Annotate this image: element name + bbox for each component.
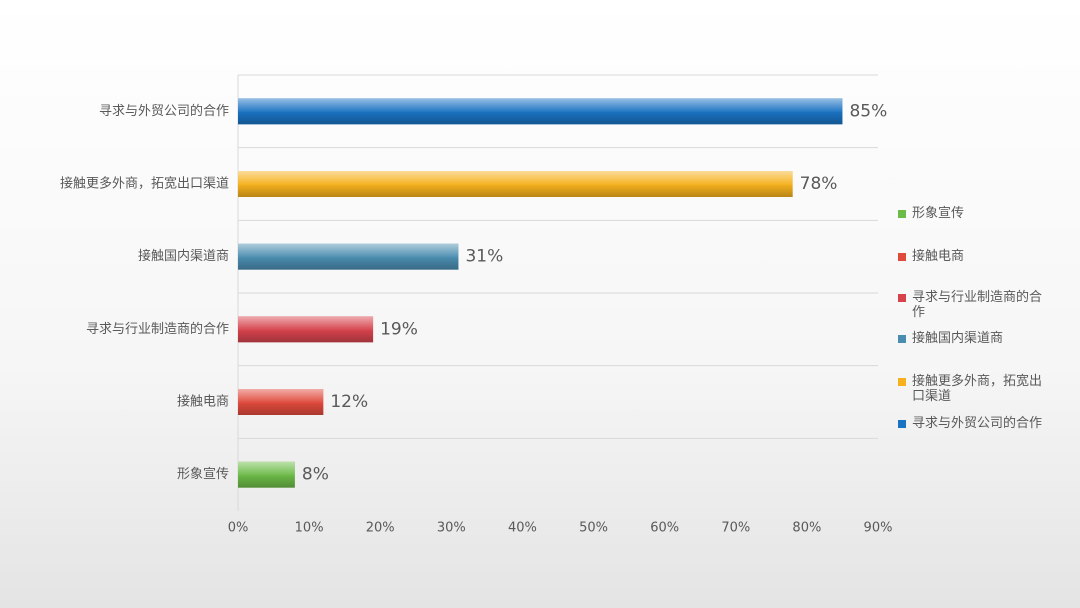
value-label: 12% — [330, 392, 368, 412]
value-label: 8% — [302, 465, 329, 485]
legend-item: 接触电商 — [898, 249, 1043, 264]
y-tick-label: 寻求与行业制造商的合作 — [86, 321, 229, 337]
bar-shine — [238, 243, 459, 270]
x-tick-label: 10% — [295, 521, 324, 536]
x-tick-label: 60% — [650, 521, 679, 536]
x-tick-label: 70% — [721, 521, 750, 536]
legend-item: 寻求与外贸公司的合作 — [898, 416, 1043, 431]
legend-item: 形象宣传 — [898, 206, 1043, 221]
value-label: 19% — [380, 319, 418, 339]
legend-item: 接触更多外商，拓宽出口渠道 — [898, 374, 1043, 404]
x-tick-label: 80% — [792, 521, 821, 536]
y-tick-label: 接触更多外商，拓宽出口渠道 — [60, 176, 229, 192]
legend-item: 寻求与行业制造商的合作 — [898, 290, 1043, 320]
legend-label: 形象宣传 — [912, 206, 965, 221]
legend-label: 接触电商 — [912, 249, 965, 264]
bar-shine — [238, 316, 374, 343]
x-tick-label: 0% — [228, 521, 249, 536]
value-label: 78% — [800, 174, 838, 194]
x-tick-label: 50% — [579, 521, 608, 536]
legend-label: 接触国内渠道商 — [912, 331, 1004, 346]
legend-swatch — [898, 378, 906, 386]
x-tick-label: 90% — [864, 521, 893, 536]
value-label: 85% — [849, 101, 887, 121]
y-tick-label: 接触电商 — [177, 394, 229, 410]
legend-label: 寻求与外贸公司的合作 — [912, 416, 1043, 431]
x-tick-label: 30% — [437, 521, 466, 536]
bar-shine — [238, 171, 793, 197]
legend-swatch — [898, 253, 906, 261]
legend-swatch — [898, 210, 906, 218]
x-tick-label: 20% — [366, 521, 395, 536]
legend-swatch — [898, 294, 906, 302]
bar-shine — [238, 98, 843, 125]
x-tick-label: 40% — [508, 521, 537, 536]
value-label: 31% — [465, 247, 503, 267]
legend-swatch — [898, 335, 906, 343]
legend-swatch — [898, 420, 906, 428]
bar-shine — [238, 389, 324, 415]
legend-item: 接触国内渠道商 — [898, 331, 1043, 346]
legend-label: 寻求与行业制造商的合作 — [912, 290, 1043, 320]
y-tick-label: 寻求与外贸公司的合作 — [99, 103, 229, 119]
legend-label: 接触更多外商，拓宽出口渠道 — [912, 374, 1043, 404]
y-tick-label: 接触国内渠道商 — [138, 248, 229, 264]
bar-shine — [238, 461, 295, 488]
y-tick-label: 形象宣传 — [177, 466, 229, 482]
